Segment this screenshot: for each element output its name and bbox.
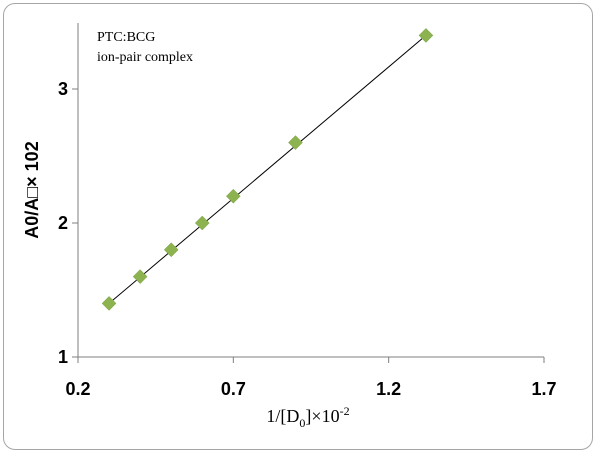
data-point	[101, 296, 117, 311]
x-tick-label: 1.2	[376, 379, 401, 399]
data-point	[194, 215, 210, 231]
y-tick-label: 1	[58, 347, 68, 367]
x-axis-label: 1/[D0]×10-2	[266, 404, 349, 430]
data-point	[163, 242, 179, 258]
axes: 1 2 3 0.2 0.7 1.2 1.7	[58, 23, 557, 399]
y-tick-label: 3	[58, 79, 68, 99]
data-points	[101, 28, 434, 311]
data-point	[132, 269, 148, 284]
annotation-line-2: ion-pair complex	[97, 50, 193, 65]
data-point	[418, 28, 434, 43]
labels: PTC:BCG ion-pair complex A0/A□× 102 1/[D…	[22, 30, 350, 430]
x-tick-label: 0.2	[65, 379, 90, 399]
chart-frame	[3, 3, 593, 450]
data-point	[288, 135, 303, 150]
x-tick-label: 0.7	[221, 379, 246, 399]
x-tick-label: 1.7	[531, 379, 556, 399]
annotation-line-1: PTC:BCG	[97, 30, 155, 45]
y-tick-label: 2	[58, 213, 68, 233]
y-axis-label: A0/A□× 102	[22, 141, 42, 238]
data-point	[225, 188, 241, 204]
trendline-path	[108, 35, 427, 304]
trendline	[108, 35, 427, 304]
